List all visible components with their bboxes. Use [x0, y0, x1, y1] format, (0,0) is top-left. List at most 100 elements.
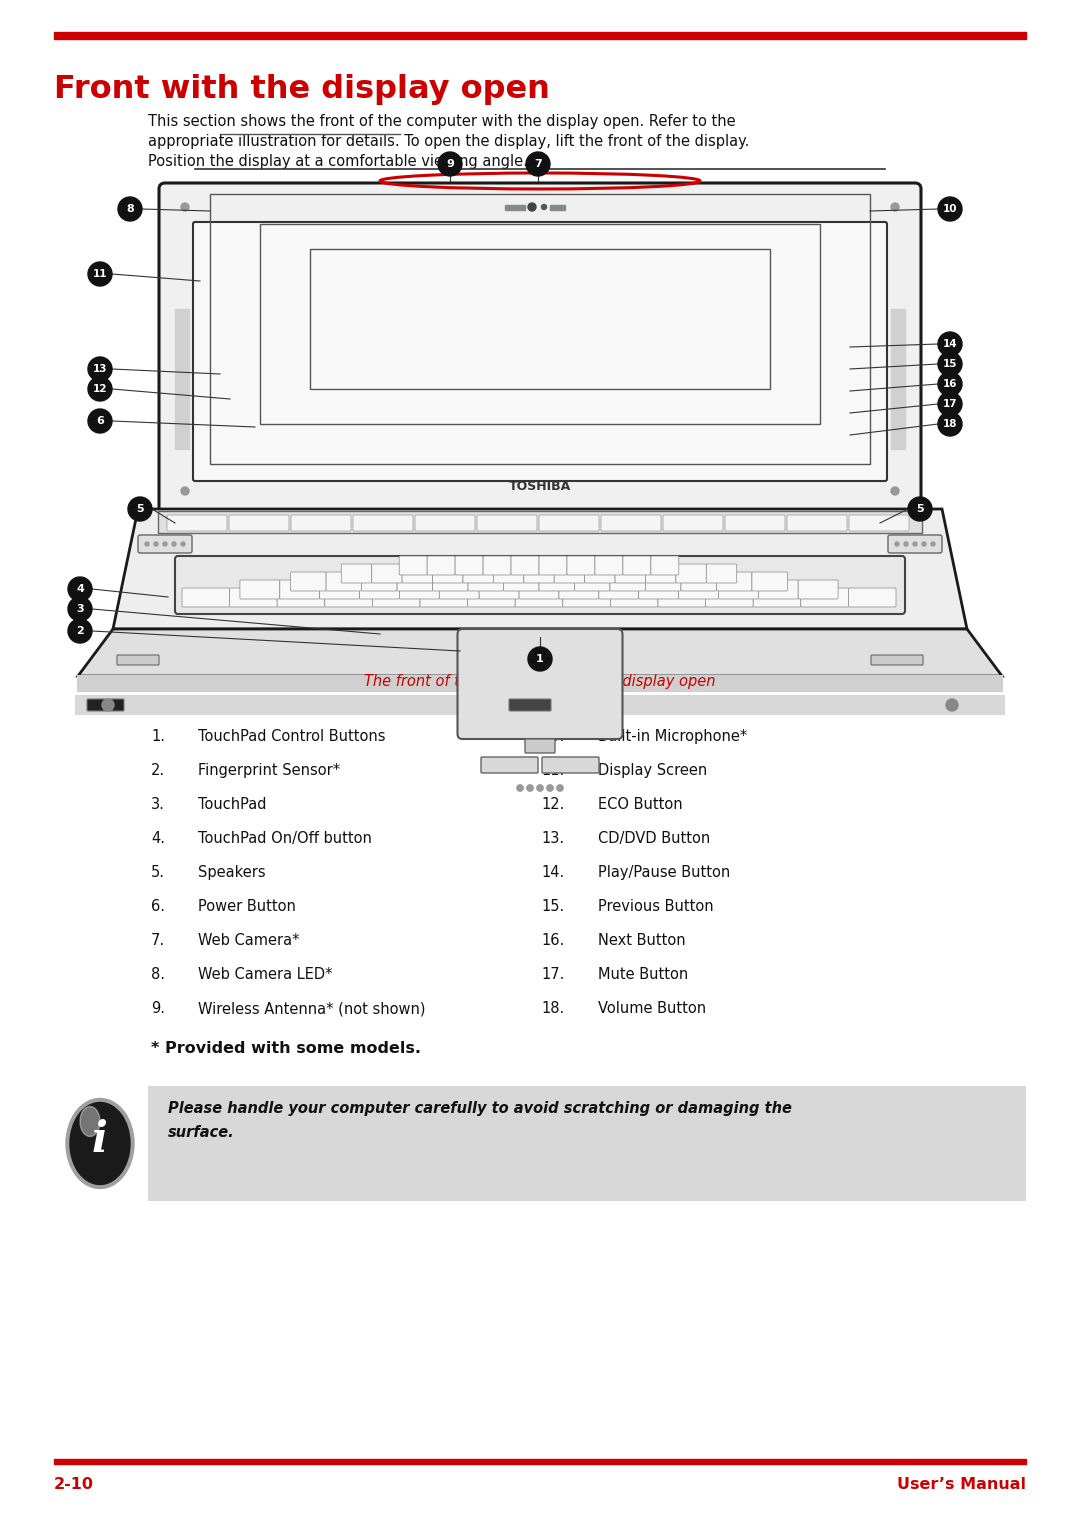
FancyBboxPatch shape	[402, 564, 432, 583]
FancyBboxPatch shape	[559, 579, 598, 599]
Circle shape	[102, 699, 114, 711]
FancyBboxPatch shape	[658, 589, 705, 607]
FancyBboxPatch shape	[278, 589, 325, 607]
Text: 7: 7	[535, 159, 542, 170]
Text: Please handle your computer carefully to avoid scratching or damaging the: Please handle your computer carefully to…	[168, 1101, 792, 1116]
Circle shape	[181, 203, 189, 211]
Circle shape	[541, 205, 546, 209]
Text: The front of the computer with the display open: The front of the computer with the displ…	[364, 674, 716, 690]
FancyBboxPatch shape	[787, 515, 847, 531]
Circle shape	[87, 408, 112, 433]
Text: 14.: 14.	[542, 865, 565, 881]
FancyBboxPatch shape	[432, 564, 463, 583]
Text: 14: 14	[943, 339, 957, 349]
Bar	[76, 696, 1004, 714]
FancyBboxPatch shape	[362, 572, 397, 592]
Text: 3: 3	[77, 604, 84, 615]
Text: 18: 18	[943, 419, 957, 430]
Circle shape	[516, 784, 524, 792]
Bar	[175, 309, 189, 450]
Circle shape	[68, 576, 92, 601]
FancyBboxPatch shape	[651, 557, 679, 575]
Text: 16.: 16.	[542, 933, 565, 948]
FancyBboxPatch shape	[440, 579, 480, 599]
FancyBboxPatch shape	[753, 589, 800, 607]
Text: 6: 6	[96, 416, 104, 427]
Bar	[158, 511, 922, 534]
Text: 2.: 2.	[151, 763, 165, 778]
Text: 18.: 18.	[542, 1001, 565, 1015]
Text: surface.: surface.	[168, 1125, 234, 1141]
FancyBboxPatch shape	[706, 564, 737, 583]
FancyBboxPatch shape	[420, 589, 468, 607]
Circle shape	[931, 541, 935, 546]
FancyBboxPatch shape	[400, 557, 428, 575]
Text: Speakers: Speakers	[198, 865, 266, 881]
FancyBboxPatch shape	[598, 579, 638, 599]
FancyBboxPatch shape	[595, 557, 623, 575]
Text: 1.: 1.	[151, 729, 165, 745]
FancyBboxPatch shape	[159, 183, 921, 515]
FancyBboxPatch shape	[600, 515, 661, 531]
Text: 8: 8	[126, 203, 134, 214]
Text: 7.: 7.	[151, 933, 165, 948]
FancyBboxPatch shape	[539, 557, 567, 575]
FancyBboxPatch shape	[117, 654, 159, 665]
FancyBboxPatch shape	[341, 564, 372, 583]
FancyBboxPatch shape	[888, 535, 942, 553]
Text: 2: 2	[76, 625, 84, 636]
Bar	[210, 194, 870, 463]
FancyBboxPatch shape	[525, 739, 555, 752]
Text: 16: 16	[943, 379, 957, 388]
FancyBboxPatch shape	[428, 557, 455, 575]
Circle shape	[939, 372, 962, 396]
Text: 2-10: 2-10	[54, 1477, 94, 1492]
Circle shape	[939, 391, 962, 416]
FancyBboxPatch shape	[481, 757, 538, 774]
Text: 15.: 15.	[542, 899, 565, 914]
Circle shape	[904, 541, 908, 546]
Text: 11.: 11.	[542, 763, 565, 778]
Bar	[891, 309, 905, 450]
FancyBboxPatch shape	[519, 579, 559, 599]
Text: Volume Button: Volume Button	[598, 1001, 706, 1015]
Circle shape	[528, 203, 536, 211]
Text: 12: 12	[93, 384, 107, 394]
Text: This section shows the front of the computer with the display open. Refer to the: This section shows the front of the comp…	[148, 115, 735, 128]
FancyBboxPatch shape	[676, 564, 706, 583]
Text: 10.: 10.	[542, 729, 565, 745]
FancyBboxPatch shape	[681, 572, 716, 592]
Text: 17.: 17.	[542, 966, 565, 982]
Text: 3.: 3.	[151, 797, 165, 812]
Text: Web Camera*: Web Camera*	[198, 933, 299, 948]
FancyBboxPatch shape	[705, 589, 753, 607]
Circle shape	[891, 488, 899, 495]
Text: Fingerprint Sensor*: Fingerprint Sensor*	[198, 763, 340, 778]
FancyBboxPatch shape	[638, 579, 678, 599]
Circle shape	[172, 541, 176, 546]
Circle shape	[145, 541, 149, 546]
FancyBboxPatch shape	[477, 515, 537, 531]
Text: Position the display at a comfortable viewing angle.: Position the display at a comfortable vi…	[148, 154, 528, 170]
Bar	[550, 205, 565, 209]
FancyBboxPatch shape	[240, 579, 280, 599]
Circle shape	[163, 541, 167, 546]
FancyBboxPatch shape	[503, 572, 539, 592]
FancyBboxPatch shape	[353, 515, 413, 531]
FancyBboxPatch shape	[458, 628, 622, 739]
Text: 10: 10	[943, 203, 957, 214]
Circle shape	[922, 541, 926, 546]
FancyBboxPatch shape	[291, 572, 326, 592]
Text: 8.: 8.	[151, 966, 165, 982]
FancyBboxPatch shape	[455, 557, 483, 575]
FancyBboxPatch shape	[539, 515, 599, 531]
Circle shape	[68, 596, 92, 621]
FancyBboxPatch shape	[725, 515, 785, 531]
FancyBboxPatch shape	[678, 579, 718, 599]
FancyBboxPatch shape	[567, 557, 595, 575]
FancyBboxPatch shape	[646, 564, 676, 583]
Bar	[310, 249, 770, 388]
Text: 5.: 5.	[151, 865, 165, 881]
FancyBboxPatch shape	[175, 557, 905, 615]
Text: 17: 17	[943, 399, 957, 408]
